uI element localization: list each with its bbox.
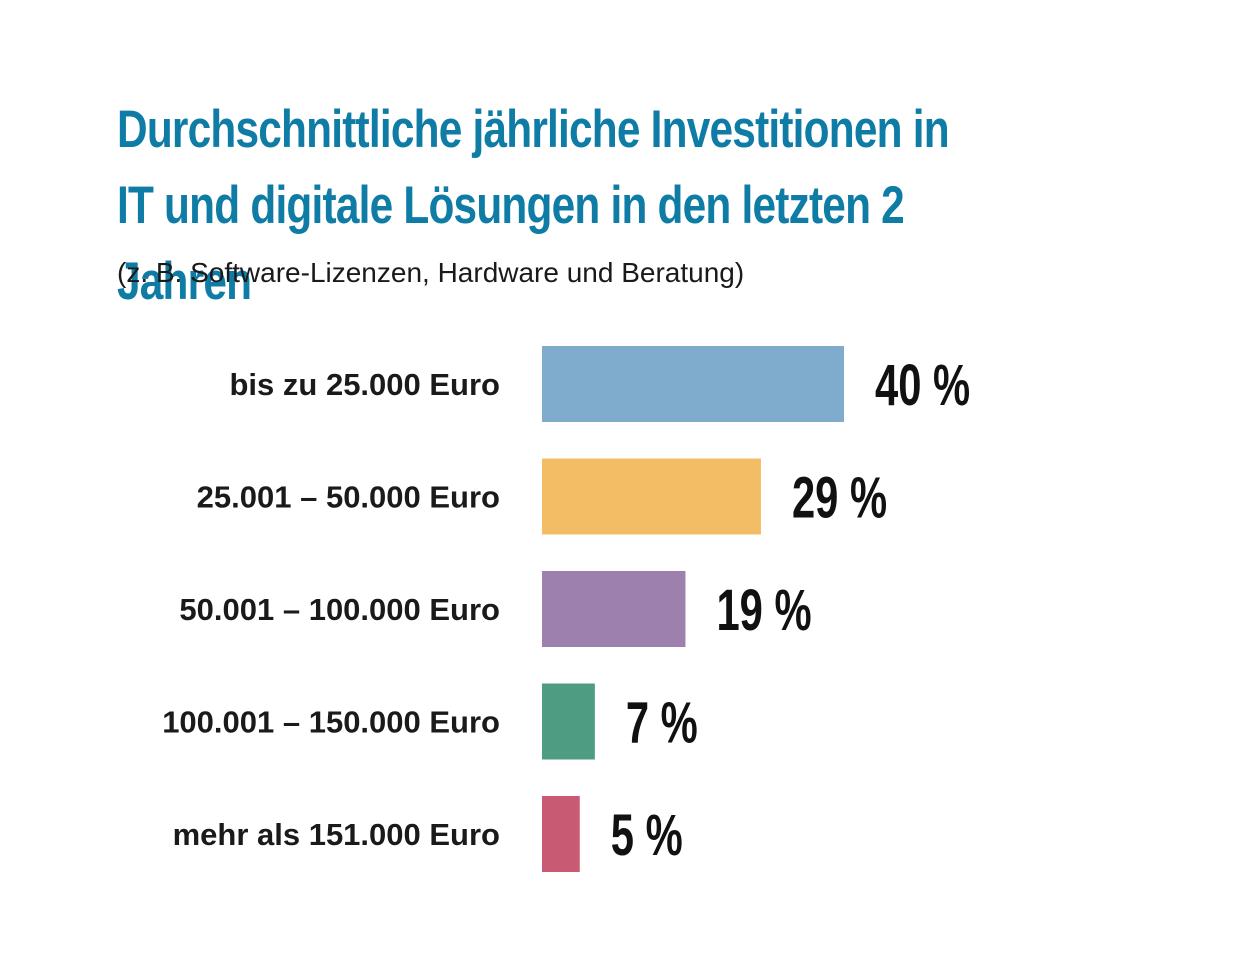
- bar: [542, 458, 761, 535]
- value-label: 29 %: [792, 465, 887, 530]
- value-label: 7 %: [626, 690, 698, 755]
- chart-subtitle: (z. B. Software-Lizenzen, Hardware und B…: [117, 257, 745, 288]
- value-label: 19 %: [716, 577, 811, 642]
- bars-layer: bis zu 25.000 Euro 40 % 25.001 – 50.000 Eu…: [162, 346, 970, 872]
- bar: [542, 346, 844, 422]
- category-label: mehr als 151.000 Euro: [173, 817, 500, 852]
- category-label: bis zu 25.000 Euro: [230, 367, 501, 402]
- category-label: 25.001 – 50.000 Euro: [197, 480, 500, 515]
- value-label: 5 %: [611, 802, 683, 867]
- bar: [542, 796, 580, 872]
- bar: [542, 683, 595, 760]
- category-label: 50.001 – 100.000 Euro: [179, 592, 500, 627]
- chart-title: Durchschnittliche jährliche Investitione…: [117, 92, 981, 320]
- chart-title-text: Durchschnittliche jährliche Investitione…: [117, 100, 950, 311]
- category-label: 100.001 – 150.000 Euro: [162, 705, 500, 740]
- value-label: 40 %: [875, 352, 970, 417]
- bar: [542, 571, 686, 647]
